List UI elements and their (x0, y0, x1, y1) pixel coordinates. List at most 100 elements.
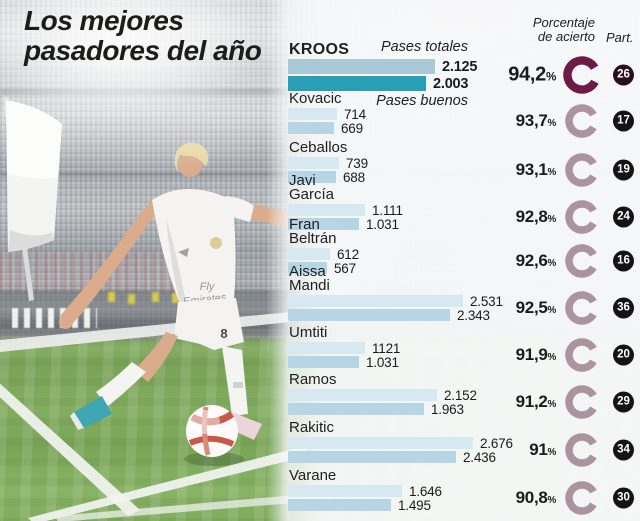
value-pases-totales: 1.111 (372, 202, 403, 218)
accuracy-donut-icon (565, 291, 599, 325)
value-pases-buenos: 2.003 (433, 75, 469, 92)
player-hand (59, 315, 73, 329)
accuracy-donut-icon (565, 385, 599, 419)
player-row-varane: Varane 1.646 1.495 90,8% 30 (288, 468, 636, 515)
player-name: Varane (289, 467, 337, 484)
player-name: Rakitic (289, 419, 335, 436)
pitch-line (0, 383, 140, 516)
value-pases-totales: 739 (346, 155, 368, 171)
player-row-kovacic: Kovacic 714 669 93,7% 17 (288, 91, 636, 138)
accuracy-percentage: 92,5% (515, 298, 557, 317)
player-left-boot (74, 396, 112, 428)
player-shorts (174, 298, 244, 350)
bar-pases-buenos (288, 218, 359, 230)
value-pases-totales: 1121 (372, 340, 401, 356)
bar-pases-totales (288, 59, 435, 74)
ball-shadow (184, 452, 244, 466)
player-name: KROOS (289, 41, 350, 58)
player-name: Aissa Mandi (289, 263, 330, 294)
shorts-number: 8 (220, 326, 227, 341)
bar-pases-totales (288, 437, 473, 449)
player-row-ceballos: Ceballos 739 688 93,1% 19 (288, 140, 636, 187)
player-left-arm (60, 200, 160, 326)
player-row-ramos: Ramos 2.152 1.963 91,2% 29 (288, 372, 636, 419)
bar-pases-totales (288, 295, 463, 307)
matches-played-badge: 34 (613, 439, 634, 461)
player-sleeve (224, 196, 254, 222)
value-pases-buenos: 1.031 (366, 216, 399, 232)
value-pases-buenos: 567 (334, 260, 356, 276)
accuracy-percentage: 92,8% (515, 207, 557, 226)
bar-pases-totales (288, 389, 437, 401)
player-row-rakitic: Rakitic 2.676 2.436 91% 34 (288, 420, 636, 467)
value-pases-buenos: 2.343 (457, 307, 490, 323)
player-row-aissa-mandi: Aissa Mandi 2.531 2.343 92,5% 36 (288, 264, 636, 325)
accuracy-donut-icon (565, 433, 599, 467)
accuracy-percentage: 90,8% (515, 488, 557, 507)
accuracy-donut-icon (565, 104, 599, 138)
value-pases-totales: 612 (337, 246, 359, 262)
bar-pases-totales (288, 204, 365, 216)
player-name: Fran Beltrán (289, 216, 337, 247)
value-pases-buenos: 669 (341, 120, 363, 136)
bar-pases-totales (288, 485, 402, 497)
matches-played-badge: 19 (613, 159, 634, 181)
steward-vest (128, 294, 135, 304)
bar-pases-buenos (288, 122, 334, 134)
player-name: Ramos (289, 371, 337, 388)
pitch-line (55, 492, 331, 521)
accuracy-donut-icon (563, 56, 601, 94)
player-jersey (152, 189, 236, 304)
bar-pases-totales (288, 248, 330, 260)
page-title: Los mejores pasadores del año (24, 5, 262, 66)
legend-pases-totales: Pases totales (380, 39, 468, 55)
accuracy-percentage: 93,7% (515, 111, 557, 130)
accuracy-percentage: 93,1% (515, 160, 557, 179)
player-name: Umtiti (289, 324, 328, 341)
player-name: Ceballos (289, 139, 348, 156)
matches-played-badge: 29 (613, 391, 634, 413)
matches-played-badge: 26 (613, 64, 634, 86)
value-pases-buenos: 688 (343, 169, 365, 185)
accuracy-donut-icon (565, 338, 599, 372)
player-right-sock (222, 346, 248, 416)
value-pases-totales: 2.125 (442, 58, 478, 75)
bar-pases-totales (288, 157, 339, 169)
steward-vest (152, 292, 159, 302)
player-row-kroos: KROOS 2.125 2.003 94,2% 26 (288, 42, 636, 94)
boot-sole (70, 412, 84, 430)
bar-pases-buenos (288, 403, 424, 415)
accuracy-percentage: 91,2% (515, 392, 557, 411)
bar-pases-buenos (288, 499, 391, 511)
player-name: Kovacic (289, 90, 342, 107)
player-left-thigh (134, 332, 178, 382)
corner-flag-shadow (8, 230, 54, 252)
accuracy-donut-icon (565, 153, 599, 187)
bar-pases-totales (288, 108, 337, 120)
value-pases-buenos: 1.031 (366, 354, 399, 370)
matches-played-badge: 20 (613, 344, 634, 366)
steward-vest (108, 292, 115, 302)
matches-played-badge: 36 (613, 297, 634, 319)
matches-played-badge: 16 (613, 250, 634, 272)
value-pases-totales: 714 (344, 106, 366, 122)
bar-pases-buenos (288, 171, 336, 183)
matches-played-badge: 24 (613, 206, 634, 228)
accuracy-donut-icon (565, 481, 599, 515)
bar-pases-buenos (288, 262, 327, 274)
value-pases-totales: 2.152 (444, 387, 477, 403)
player-row-fran-beltran: Fran Beltrán 612 567 92,6% 16 (288, 217, 636, 278)
player-left-sock (96, 362, 146, 406)
matches-played-badge: 30 (613, 487, 634, 509)
sock-detail (233, 382, 243, 388)
accuracy-donut-icon (565, 200, 599, 234)
legend-pases-buenos: Pases buenos (376, 93, 468, 109)
bar-pases-buenos (288, 76, 426, 91)
value-pases-totales: 2.531 (470, 293, 503, 309)
bar-pases-buenos (288, 356, 359, 368)
accuracy-percentage: 91,9% (515, 345, 557, 364)
accuracy-percentage: 92,6% (515, 251, 557, 270)
column-header-part: Part. (606, 30, 634, 45)
bar-pases-buenos (288, 451, 456, 463)
matches-played-badge: 17 (613, 110, 634, 132)
